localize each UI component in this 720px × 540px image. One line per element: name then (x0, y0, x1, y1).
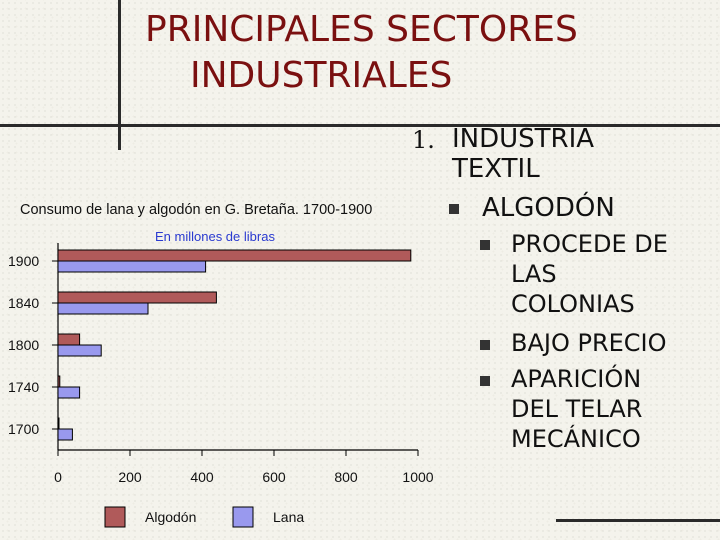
bars-group (57, 249, 412, 441)
x-tick-label: 1000 (402, 469, 433, 485)
chart-title: Consumo de lana y algodón en G. Bretaña.… (20, 202, 372, 218)
outline-item-3-line: DEL TELAR (511, 395, 643, 423)
x-tick-label: 200 (118, 469, 142, 485)
bar-algodon-1800 (57, 333, 81, 346)
x-tick-label: 600 (262, 469, 286, 485)
bar-lana-1700 (57, 428, 73, 441)
x-tick-label: 800 (334, 469, 358, 485)
square-bullet-icon (449, 204, 459, 214)
square-bullet-icon (480, 376, 490, 386)
category-label: 1900 (8, 253, 39, 269)
x-tick-labels: 0 200 400 600 800 1000 (54, 450, 434, 485)
bar-lana-1800 (57, 344, 102, 357)
outline-item-3-line: APARICIÓN (511, 365, 642, 393)
bar-algodon-1700 (57, 417, 60, 430)
outline-item-2-line: BAJO PRECIO (511, 329, 667, 357)
bar-algodon-1900 (57, 249, 412, 262)
bar-lana-1840 (57, 302, 149, 315)
chart-subtitle: En millones de libras (155, 229, 275, 244)
square-bullet-icon (480, 340, 490, 350)
legend-label: Algodón (145, 509, 196, 525)
outline-item-1-line: LAS (511, 260, 557, 288)
square-bullet-icon (480, 240, 490, 250)
bar-chart: Consumo de lana y algodón en G. Bretaña.… (8, 202, 434, 528)
bar-algodon-1740 (57, 375, 61, 388)
outline-item-1-line: COLONIAS (511, 290, 635, 318)
category-label: 1800 (8, 337, 39, 353)
outline-item-2: BAJO PRECIO (511, 328, 667, 358)
outline-level1-line2: TEXTIL (452, 154, 540, 184)
outline-level1: INDUSTRIA TEXTIL (452, 124, 594, 184)
legend-swatch (104, 506, 126, 528)
title-line-1: PRINCIPALES SECTORES (145, 9, 578, 50)
category-labels: 1900 1840 1800 1740 1700 (8, 253, 58, 437)
outline-number: 1. (412, 126, 435, 154)
outline-item-3: APARICIÓN DEL TELAR MECÁNICO (511, 364, 642, 454)
legend: Algodón Lana (104, 506, 304, 528)
decor-horizontal-line-bottom (556, 519, 720, 522)
title-line-2: INDUSTRIALES (190, 55, 453, 96)
outline-level2: ALGODÓN (482, 193, 615, 223)
outline-item-1-line: PROCEDE DE (511, 230, 668, 258)
legend-label: Lana (273, 509, 304, 525)
bar-lana-1740 (57, 386, 81, 399)
legend-swatch (232, 506, 254, 528)
category-label: 1700 (8, 421, 39, 437)
outline-item-1: PROCEDE DE LAS COLONIAS (511, 229, 668, 319)
decor-vertical-line (118, 0, 121, 150)
bar-lana-1900 (57, 260, 207, 273)
category-label: 1740 (8, 379, 39, 395)
outline-level1-line1: INDUSTRIA (452, 124, 595, 154)
bar-algodon-1840 (57, 291, 217, 304)
x-tick-label: 0 (54, 469, 62, 485)
outline-item-3-line: MECÁNICO (511, 425, 641, 453)
decor-horizontal-line-top (0, 124, 720, 127)
category-label: 1840 (8, 295, 39, 311)
x-tick-label: 400 (190, 469, 214, 485)
